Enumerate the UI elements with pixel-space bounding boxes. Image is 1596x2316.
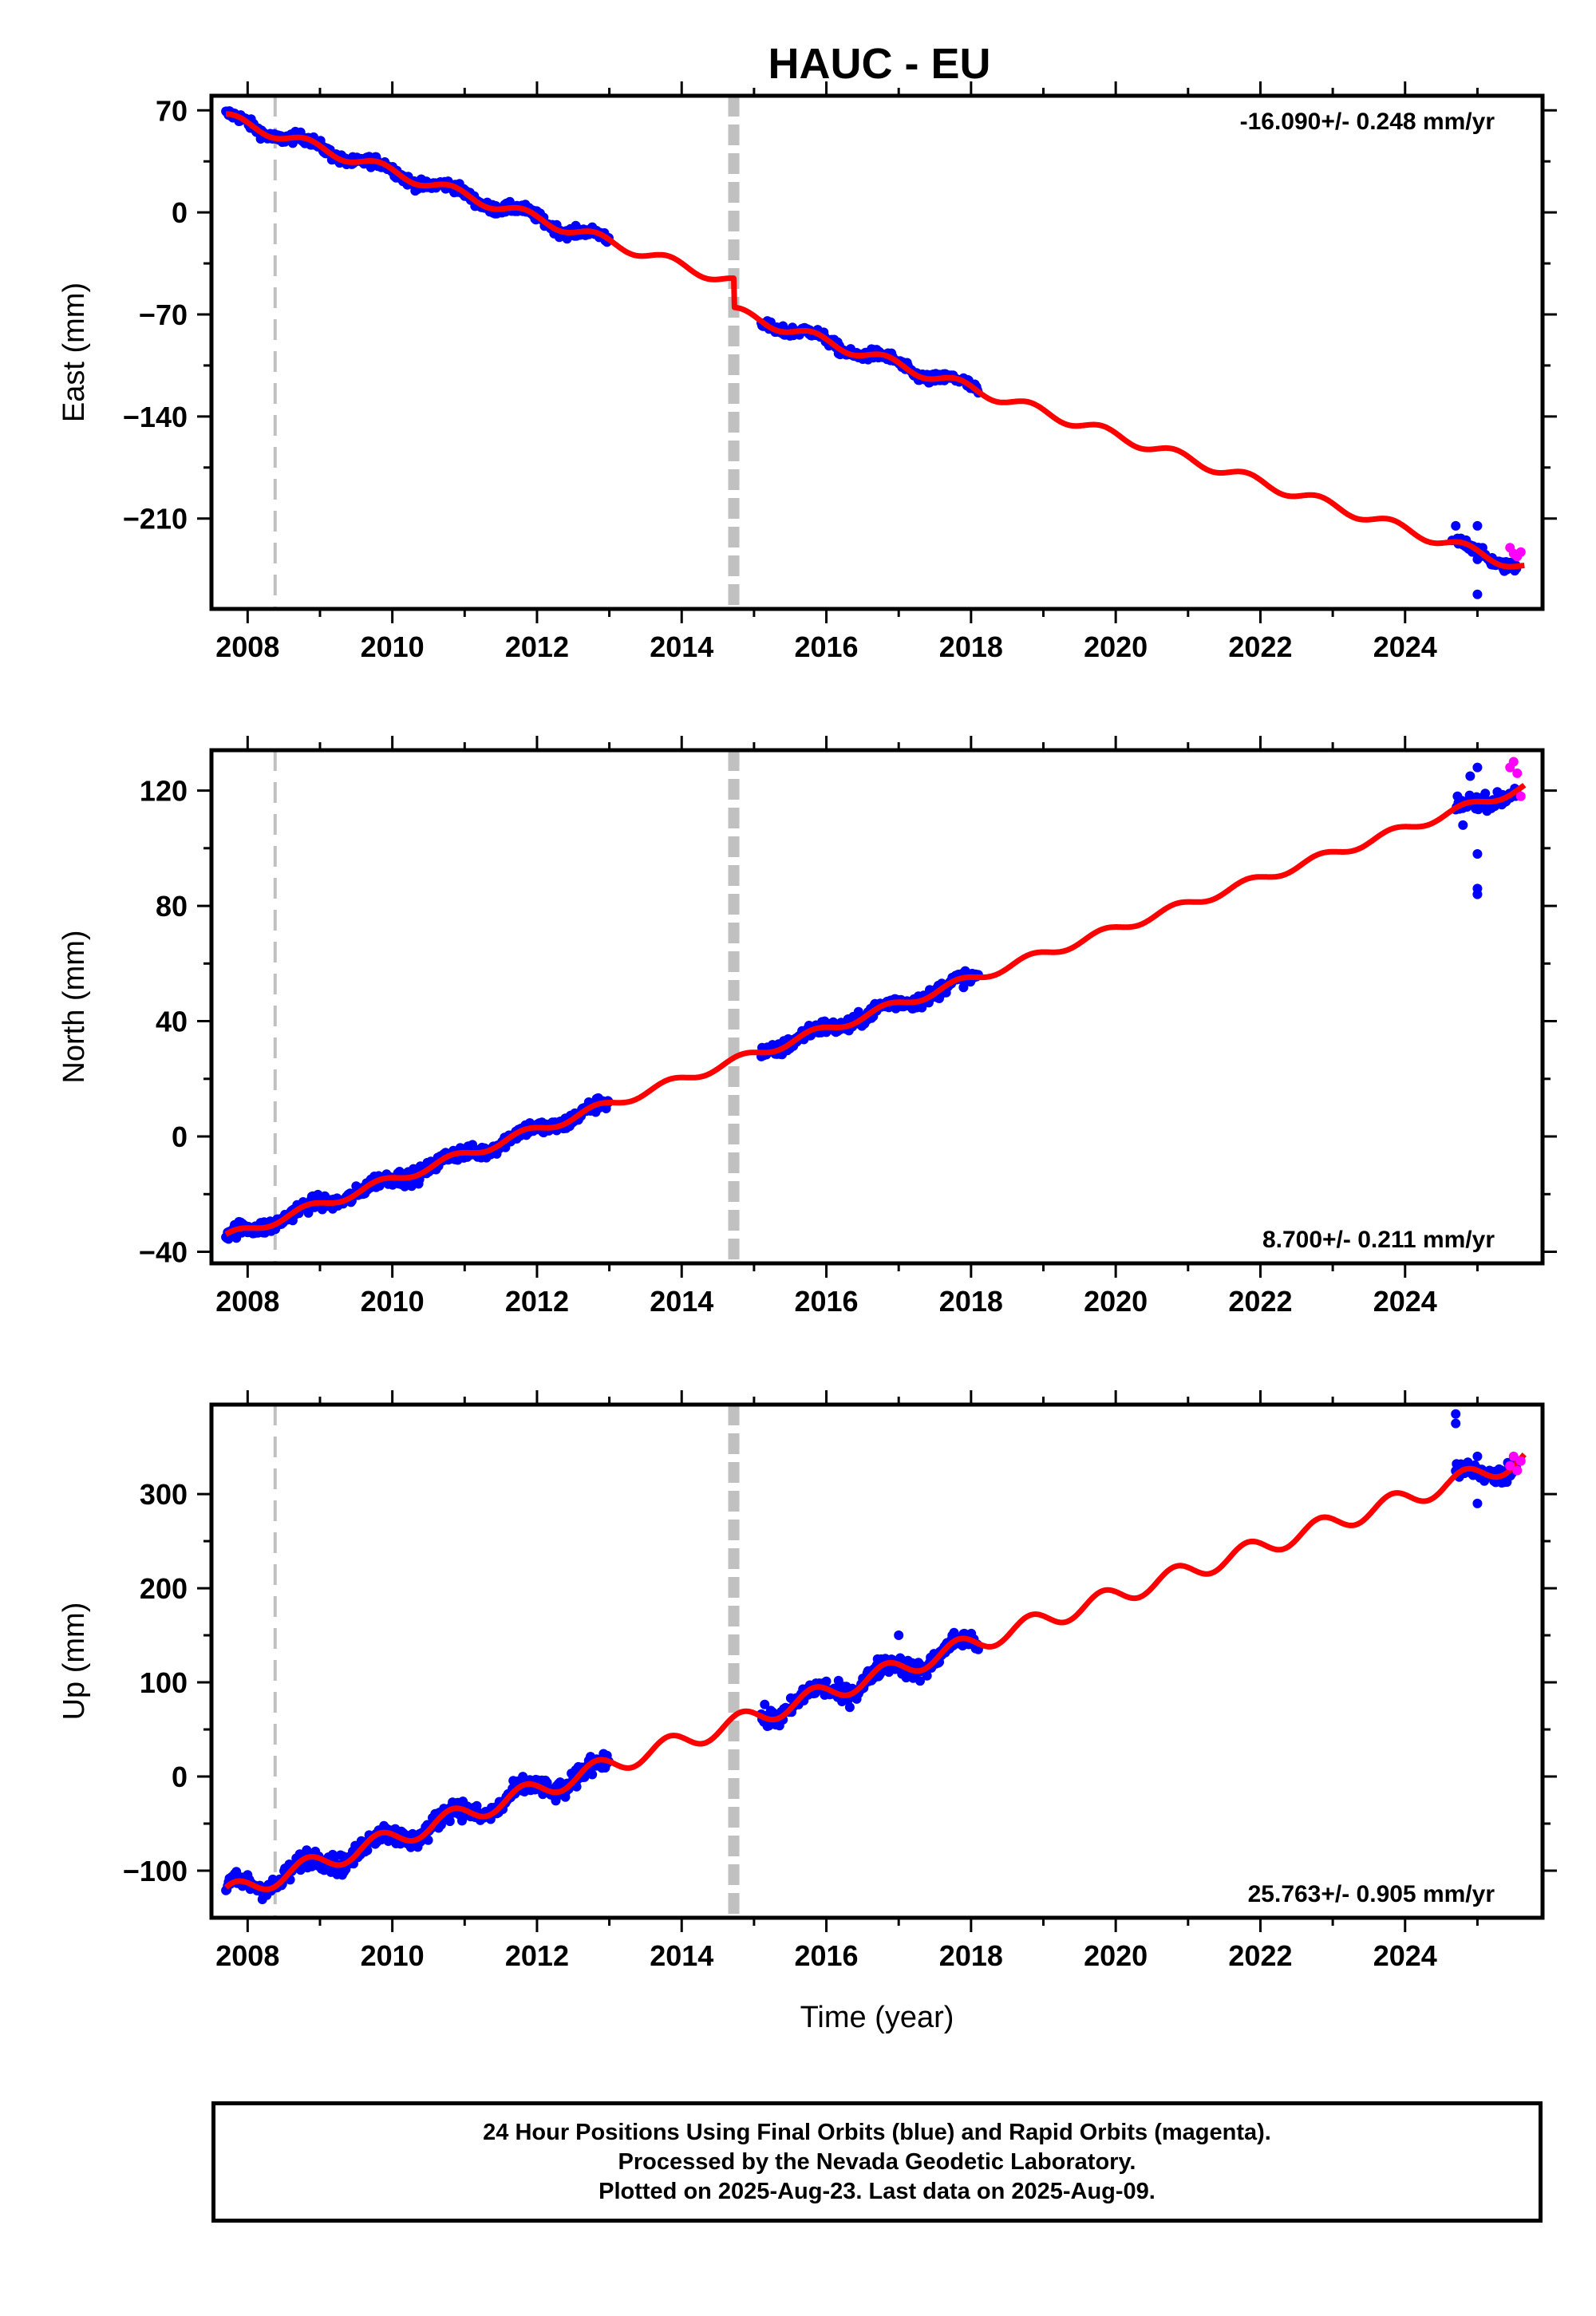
east-plot-area <box>221 96 1527 609</box>
x-tick-label: 2024 <box>1373 1939 1437 1972</box>
east-panel: 2008 2010 2012 2014 2016 2018 2020 2022 2024 70 0 −… <box>57 81 1557 663</box>
x-tick-label: 2014 <box>650 630 713 663</box>
final-point <box>587 1769 598 1780</box>
x-tick-label: 2018 <box>939 1939 1003 1972</box>
final-outlier-point <box>1472 520 1483 531</box>
final-outlier-point <box>1472 589 1483 599</box>
up-panel: 2008 2010 2012 2014 2016 2018 2020 2022 2024 300 2… <box>57 1390 1557 1972</box>
north-panel: 2008 2010 2012 2014 2016 2018 2020 2022 2024 120 8… <box>57 736 1557 1318</box>
up-x-ticks <box>246 1390 1479 1932</box>
rapid-point <box>1515 547 1526 557</box>
final-outlier-point <box>1451 1418 1461 1429</box>
east-rate-label: -16.090+/- 0.248 mm/yr <box>1240 109 1495 135</box>
x-tick-label: 2014 <box>650 1285 713 1318</box>
final-outlier-point <box>1451 520 1461 531</box>
final-point <box>844 1702 855 1713</box>
rapid-point <box>1512 768 1523 778</box>
processing-note-box: 24 Hour Positions Using Final Orbits (bl… <box>211 2101 1543 2223</box>
north-y-axis-label: North (mm) <box>57 930 91 1083</box>
y-tick-label: 200 <box>140 1572 188 1605</box>
up-plot-area <box>221 1405 1527 1918</box>
y-tick-label: −210 <box>123 503 188 536</box>
x-tick-label: 2012 <box>505 1939 569 1972</box>
final-outlier-point <box>1472 889 1483 899</box>
x-tick-label: 2024 <box>1373 1285 1437 1318</box>
x-tick-label: 2012 <box>505 630 569 663</box>
y-tick-label: 300 <box>140 1478 188 1511</box>
y-tick-label: 80 <box>156 890 188 923</box>
x-tick-label: 2008 <box>215 1285 279 1318</box>
final-outlier-point <box>1472 849 1483 860</box>
east-y-ticks <box>197 109 1557 520</box>
panels: 2008 2010 2012 2014 2016 2018 2020 2022 2024 70 0 −… <box>57 81 1557 1972</box>
east-rapid-orbit-points <box>1505 543 1526 562</box>
east-x-ticks <box>246 81 1479 623</box>
x-tick-label: 2018 <box>939 630 1003 663</box>
y-tick-label: −100 <box>123 1855 188 1887</box>
x-tick-label: 2018 <box>939 1285 1003 1318</box>
y-tick-label: 70 <box>156 94 188 127</box>
x-tick-label: 2020 <box>1084 1939 1148 1972</box>
up-y-axis-label: Up (mm) <box>57 1603 91 1721</box>
y-tick-label: 0 <box>172 196 188 229</box>
x-tick-label: 2020 <box>1084 630 1148 663</box>
y-tick-label: −40 <box>139 1236 188 1269</box>
rapid-point <box>1515 791 1526 801</box>
x-tick-label: 2008 <box>215 1939 279 1972</box>
up-rate-label: 25.763+/- 0.905 mm/yr <box>1248 1881 1495 1907</box>
x-tick-label: 2024 <box>1373 630 1437 663</box>
final-outlier-point <box>1458 820 1468 830</box>
north-rate-label: 8.700+/- 0.211 mm/yr <box>1262 1227 1495 1253</box>
note-line-2: Processed by the Nevada Geodetic Laborat… <box>618 2148 1136 2175</box>
final-outlier-point <box>1472 762 1483 773</box>
y-tick-label: 40 <box>156 1006 188 1038</box>
final-outlier-point <box>1472 554 1483 564</box>
east-y-axis-label: East (mm) <box>57 283 91 422</box>
x-tick-label: 2014 <box>650 1939 713 1972</box>
north-plot-area <box>221 750 1527 1263</box>
y-tick-label: 120 <box>140 775 188 808</box>
east-frame <box>209 93 1545 611</box>
up-final-orbit-points <box>221 1409 1522 1904</box>
rapid-point <box>1512 1465 1523 1476</box>
north-final-orbit-points <box>221 762 1522 1244</box>
note-line-1: 24 Hour Positions Using Final Orbits (bl… <box>483 2119 1271 2145</box>
x-tick-label: 2020 <box>1084 1285 1148 1318</box>
x-tick-label: 2016 <box>794 1939 858 1972</box>
final-point <box>394 1167 405 1176</box>
rapid-point <box>1508 757 1519 767</box>
x-tick-label: 2016 <box>794 1285 858 1318</box>
x-tick-label: 2010 <box>361 630 425 663</box>
x-tick-label: 2022 <box>1228 1285 1292 1318</box>
final-outlier-point <box>1451 1409 1461 1419</box>
x-tick-label: 2016 <box>794 630 858 663</box>
y-tick-label: 0 <box>172 1120 188 1153</box>
y-tick-label: 100 <box>140 1666 188 1699</box>
x-tick-label: 2008 <box>215 630 279 663</box>
rapid-point <box>1515 1456 1526 1466</box>
y-tick-label: 0 <box>172 1761 188 1793</box>
up-y-ticks <box>197 1492 1557 1872</box>
x-tick-label: 2022 <box>1228 1939 1292 1972</box>
x-tick-label: 2012 <box>505 1285 569 1318</box>
chart-title: HAUC - EU <box>768 40 991 88</box>
north-x-ticks <box>246 736 1479 1278</box>
note-line-3: Plotted on 2025-Aug-23. Last data on 202… <box>598 2178 1156 2204</box>
up-model-curve <box>223 1452 1527 1892</box>
east-model-curve <box>223 111 1527 570</box>
y-tick-label: −70 <box>139 298 188 331</box>
x-tick-label: 2010 <box>361 1285 425 1318</box>
final-outlier-point <box>1472 1451 1483 1461</box>
x-axis-label: Time (year) <box>800 2001 954 2034</box>
final-point <box>444 1816 455 1827</box>
x-tick-label: 2010 <box>361 1939 425 1972</box>
final-outlier-point <box>1472 1498 1483 1508</box>
final-outlier-point <box>1465 771 1476 781</box>
y-tick-label: −140 <box>123 401 188 433</box>
final-outlier-point <box>894 1630 904 1641</box>
x-tick-label: 2022 <box>1228 630 1292 663</box>
